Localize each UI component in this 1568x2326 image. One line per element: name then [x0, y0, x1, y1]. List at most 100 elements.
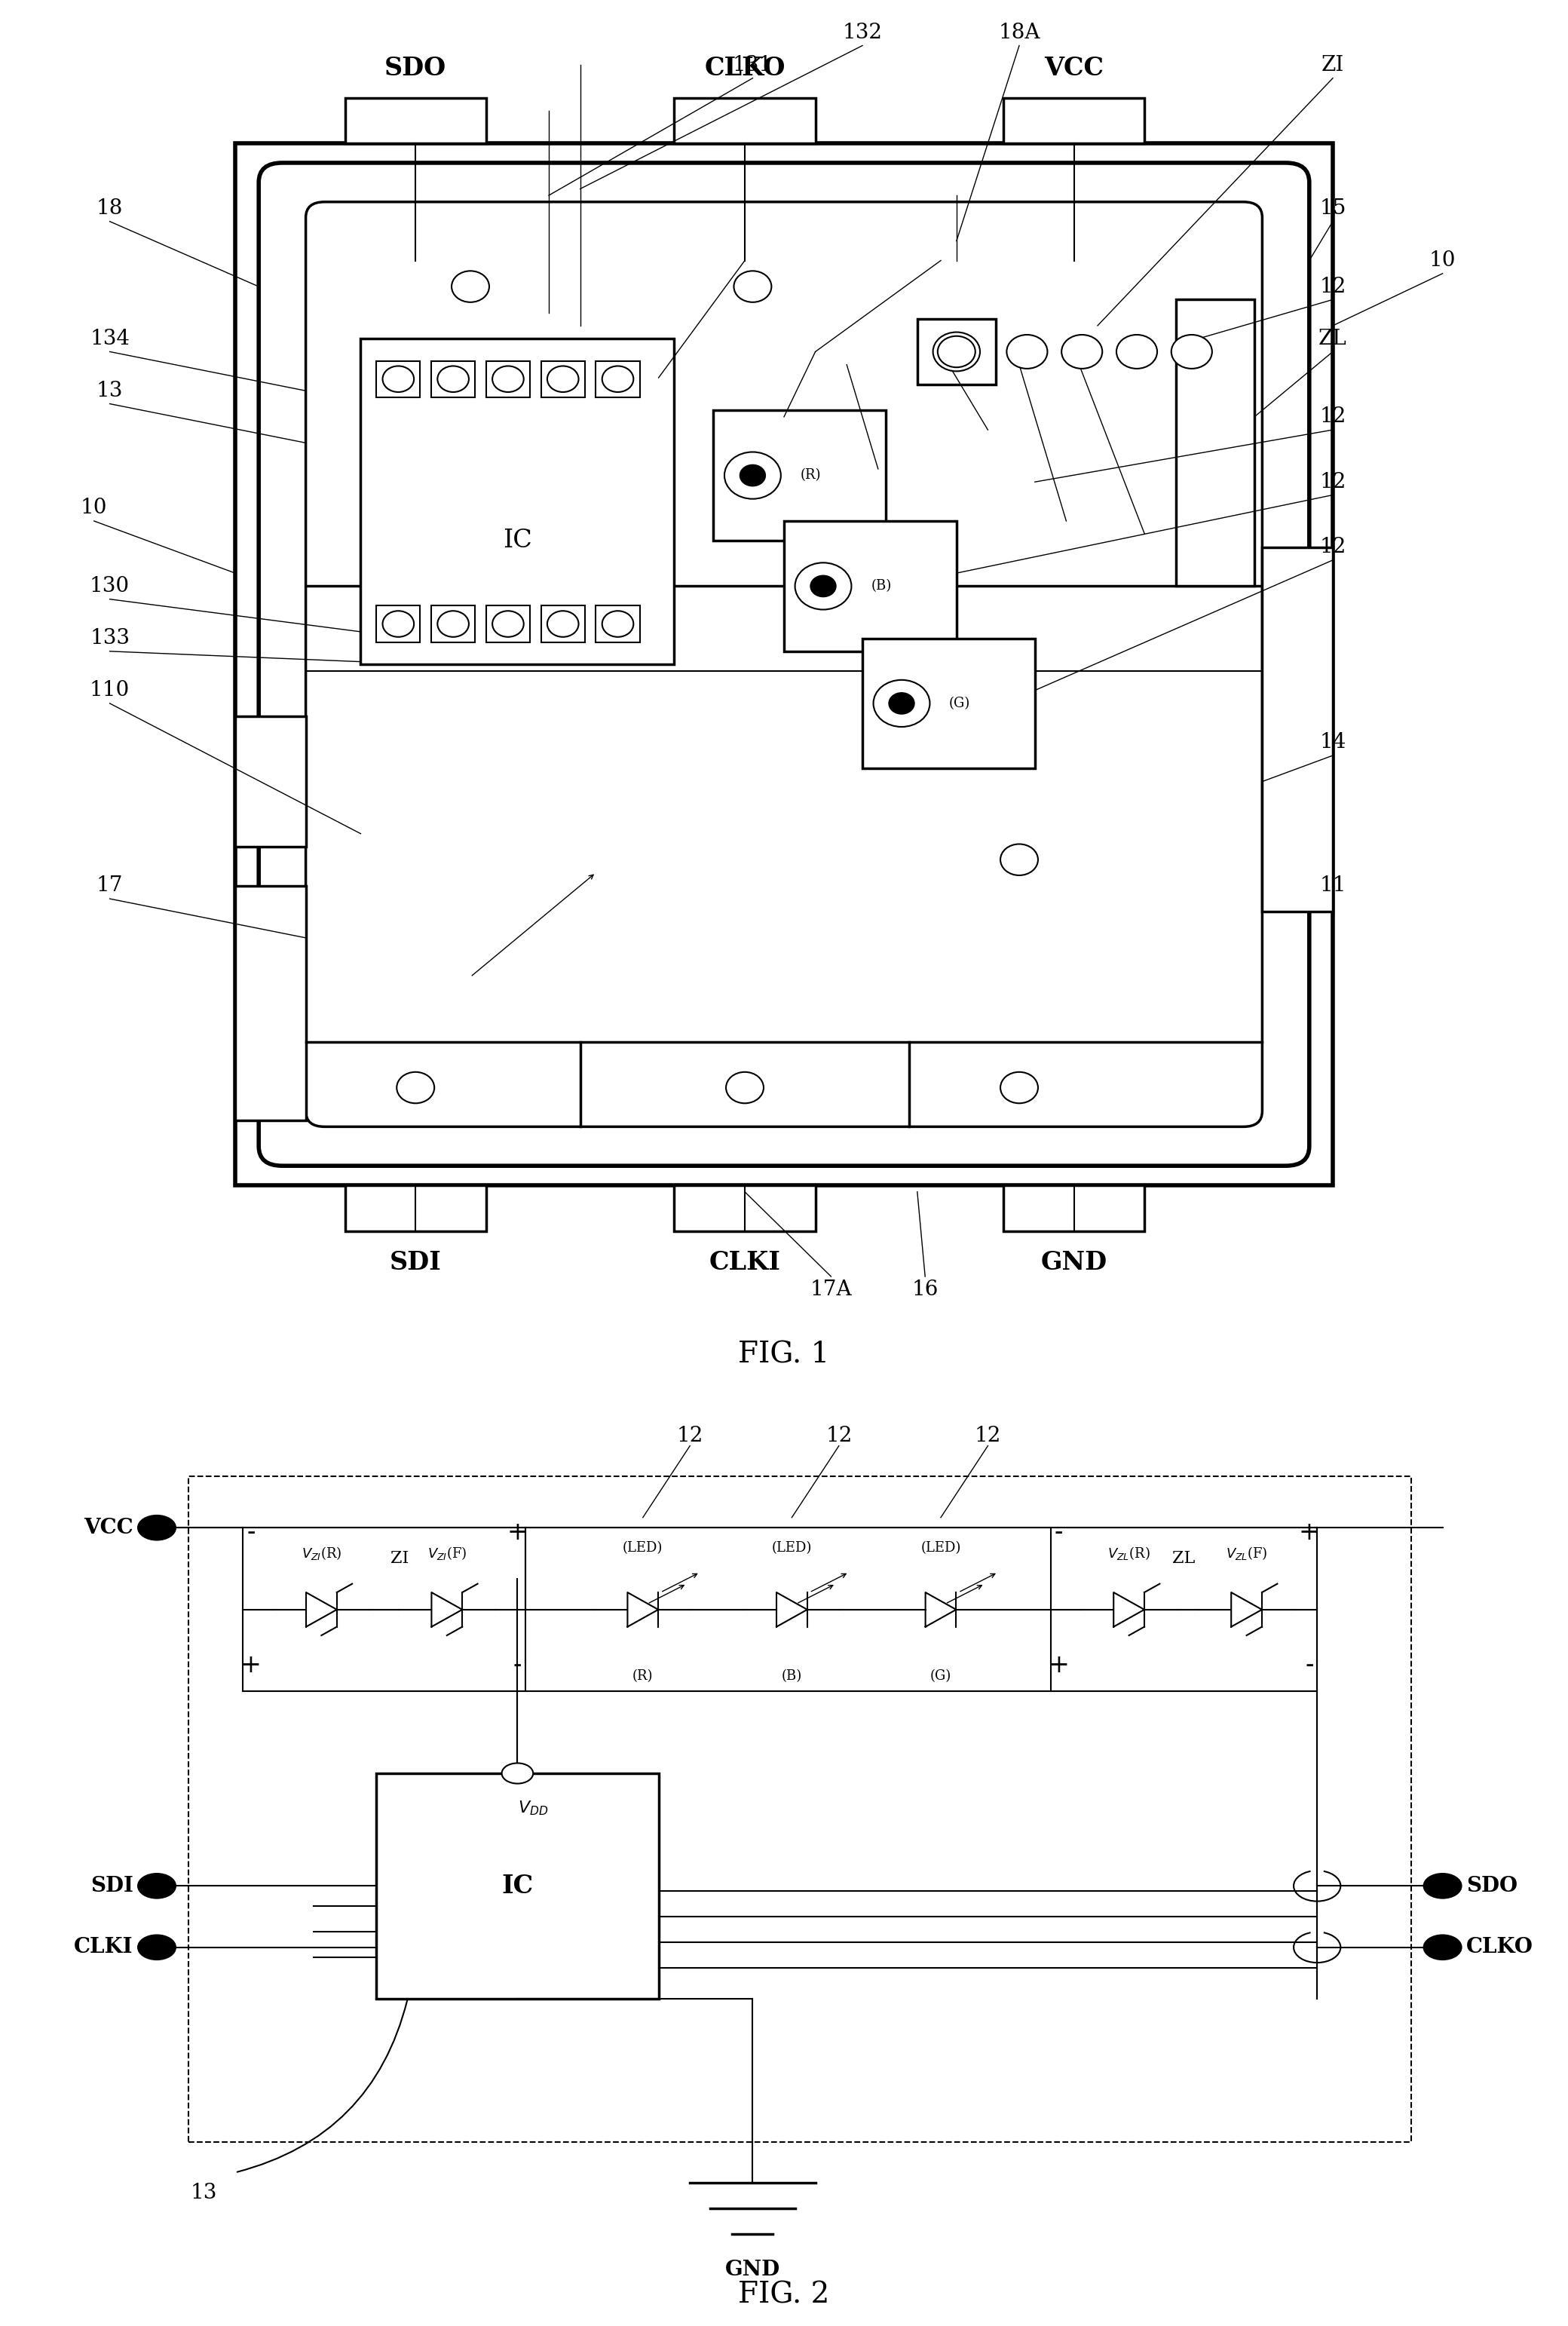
Circle shape: [437, 365, 469, 393]
Text: 10: 10: [80, 498, 108, 519]
Circle shape: [811, 577, 836, 595]
Bar: [431, 605, 475, 642]
Text: 15: 15: [1319, 198, 1347, 219]
Circle shape: [138, 1935, 176, 1958]
Text: 12: 12: [974, 1426, 1002, 1447]
Text: 110: 110: [89, 679, 130, 700]
Text: +: +: [1047, 1654, 1069, 1677]
Bar: [235, 716, 306, 847]
Circle shape: [492, 365, 524, 393]
Text: -: -: [246, 1521, 256, 1544]
Text: +: +: [506, 1521, 528, 1544]
Text: SDO: SDO: [1466, 1875, 1518, 1896]
Polygon shape: [627, 1593, 659, 1626]
Bar: [713, 409, 886, 540]
Bar: [235, 144, 1333, 1186]
Text: GND: GND: [724, 2259, 781, 2279]
Text: 17: 17: [96, 875, 124, 896]
Polygon shape: [1231, 1593, 1262, 1626]
Bar: [376, 1772, 659, 1998]
Text: 17A: 17A: [811, 1279, 851, 1300]
Circle shape: [383, 612, 414, 637]
Bar: [917, 319, 996, 384]
Text: 12: 12: [676, 1426, 704, 1447]
Bar: [235, 886, 306, 1121]
Text: 18: 18: [96, 198, 124, 219]
Polygon shape: [431, 1593, 463, 1626]
Bar: [541, 605, 585, 642]
Text: $V_{ZI}$(F): $V_{ZI}$(F): [426, 1544, 467, 1561]
Bar: [361, 340, 674, 665]
Circle shape: [502, 1763, 533, 1784]
Circle shape: [889, 693, 914, 714]
Text: (B): (B): [781, 1670, 803, 1684]
Circle shape: [1007, 335, 1047, 368]
Text: IC: IC: [503, 528, 532, 554]
Text: 11: 11: [1319, 875, 1347, 896]
Circle shape: [795, 563, 851, 609]
Bar: [1004, 1186, 1145, 1230]
Polygon shape: [306, 1593, 337, 1626]
Bar: [376, 605, 420, 642]
Text: -: -: [1054, 1521, 1063, 1544]
Circle shape: [452, 270, 489, 302]
Bar: [1004, 98, 1145, 144]
Polygon shape: [1113, 1593, 1145, 1626]
Text: 16: 16: [911, 1279, 939, 1300]
Circle shape: [724, 451, 781, 498]
Text: 12: 12: [1319, 472, 1347, 493]
Text: 12: 12: [1319, 277, 1347, 298]
Text: (LED): (LED): [622, 1542, 663, 1556]
Text: 12: 12: [1319, 537, 1347, 558]
Text: $V_{ZL}$(R): $V_{ZL}$(R): [1107, 1544, 1151, 1561]
Text: VCC: VCC: [1044, 56, 1104, 81]
Text: CLKI: CLKI: [709, 1251, 781, 1275]
Bar: [345, 1186, 486, 1230]
Text: (G): (G): [930, 1670, 952, 1684]
Text: $V_{ZI}$(R): $V_{ZI}$(R): [301, 1544, 342, 1561]
Circle shape: [873, 679, 930, 726]
Text: 12: 12: [825, 1426, 853, 1447]
Text: GND: GND: [1041, 1251, 1107, 1275]
Text: +: +: [1298, 1521, 1320, 1544]
Text: (B): (B): [870, 579, 892, 593]
Bar: [345, 98, 486, 144]
Circle shape: [1000, 1072, 1038, 1103]
Bar: [486, 361, 530, 398]
Text: 12: 12: [1319, 407, 1347, 428]
Bar: [431, 361, 475, 398]
Text: (R): (R): [632, 1670, 654, 1684]
Circle shape: [1000, 844, 1038, 875]
Circle shape: [938, 335, 975, 368]
Bar: [862, 637, 1035, 768]
Text: CLKI: CLKI: [74, 1938, 133, 1958]
Circle shape: [383, 365, 414, 393]
Circle shape: [492, 612, 524, 637]
Text: 10: 10: [1428, 251, 1457, 270]
Bar: [541, 361, 585, 398]
Bar: [1262, 547, 1333, 912]
Polygon shape: [925, 1593, 956, 1626]
Text: CLKO: CLKO: [704, 56, 786, 81]
Text: +: +: [240, 1654, 262, 1677]
Text: SDI: SDI: [91, 1875, 133, 1896]
Circle shape: [437, 612, 469, 637]
Bar: [188, 1477, 1411, 2142]
Text: 134: 134: [89, 328, 130, 349]
Text: ZL: ZL: [1319, 328, 1347, 349]
Text: -: -: [513, 1654, 522, 1677]
Text: (LED): (LED): [920, 1542, 961, 1556]
FancyBboxPatch shape: [259, 163, 1309, 1165]
Text: (LED): (LED): [771, 1542, 812, 1556]
Text: 18A: 18A: [999, 23, 1040, 42]
Circle shape: [1424, 1875, 1461, 1898]
Bar: [596, 605, 640, 642]
Text: IC: IC: [502, 1872, 533, 1898]
Circle shape: [602, 365, 633, 393]
Circle shape: [1171, 335, 1212, 368]
Text: FIG. 1: FIG. 1: [739, 1340, 829, 1368]
Text: 13: 13: [190, 2182, 218, 2203]
Text: SDO: SDO: [384, 56, 447, 81]
Text: 131: 131: [732, 56, 773, 74]
Text: 133: 133: [89, 628, 130, 649]
